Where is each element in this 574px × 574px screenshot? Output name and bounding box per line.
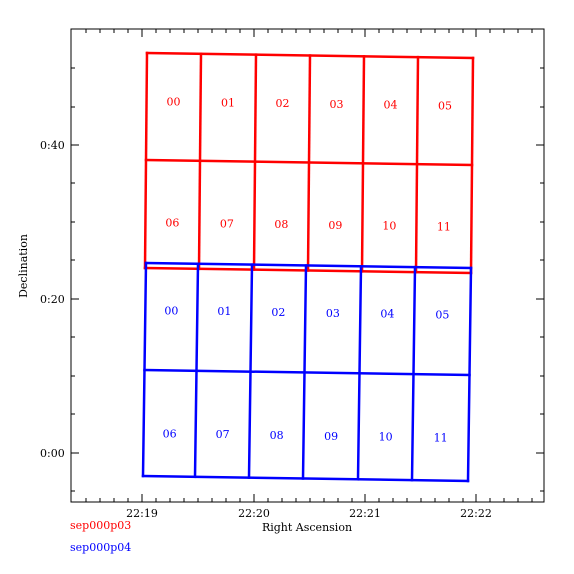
legend-entry-sep000p03: sep000p03 xyxy=(70,519,132,532)
y-tick-label: 0:00 xyxy=(40,447,65,460)
chip-label: 05 xyxy=(435,309,449,322)
chip-label: 01 xyxy=(217,305,231,318)
x-axis-label: Right Ascension xyxy=(262,521,352,534)
y-tick-label: 0:40 xyxy=(40,139,65,152)
chip-label: 00 xyxy=(167,95,181,108)
chip-label: 03 xyxy=(330,98,344,111)
chip-label: 02 xyxy=(276,97,290,110)
chip-edge xyxy=(141,474,470,483)
plot-frame xyxy=(70,28,545,503)
y-tick-label: 0:20 xyxy=(40,293,65,306)
chip-label: 07 xyxy=(220,217,234,230)
chip-edge xyxy=(143,51,149,270)
chip-edge xyxy=(466,266,473,483)
chip-label: 02 xyxy=(271,306,285,319)
chip-edge xyxy=(301,264,308,480)
chip-edge xyxy=(143,368,471,377)
chip-label: 06 xyxy=(165,216,179,229)
tick-marks xyxy=(71,29,544,502)
chip-label: 04 xyxy=(384,99,398,112)
chip-label: 04 xyxy=(380,308,394,321)
chip-edge xyxy=(356,265,363,481)
chip-edge xyxy=(410,265,417,482)
chip-label: 05 xyxy=(438,100,452,113)
chip-edge xyxy=(197,52,203,271)
footprint-grid-sep000p04: 00 01 02 03 04 05 06 07 08 09 10 11 xyxy=(141,261,473,483)
chip-edge xyxy=(193,262,200,479)
y-axis-label: Declination xyxy=(17,234,30,298)
chip-label: 10 xyxy=(379,431,393,444)
chip-label: 07 xyxy=(216,428,230,441)
chip-edge xyxy=(469,56,475,275)
chip-label: 01 xyxy=(221,96,235,109)
chip-edge xyxy=(360,55,366,273)
chip-edge xyxy=(414,55,420,274)
chip-edge xyxy=(252,53,258,271)
chip-label: 08 xyxy=(270,429,284,442)
chip-edge xyxy=(141,261,148,478)
chip-edge xyxy=(306,54,312,272)
chip-label: 03 xyxy=(326,307,340,320)
chip-label: 11 xyxy=(437,221,451,234)
x-tick-label: 22:21 xyxy=(349,507,381,520)
chip-label: 09 xyxy=(328,219,342,232)
chip-label: 10 xyxy=(382,220,396,233)
chip-label: 06 xyxy=(163,427,177,440)
chip-label: 00 xyxy=(164,304,178,317)
footprint-grid-sep000p03: 00 01 02 03 04 05 06 07 08 09 10 11 xyxy=(143,51,475,275)
chip-label: 11 xyxy=(434,432,448,445)
x-tick-label: 22:20 xyxy=(238,507,270,520)
chip-edge xyxy=(144,261,473,270)
chip-edge xyxy=(247,263,254,479)
legend-entry-sep000p04: sep000p04 xyxy=(70,541,132,554)
chip-label: 09 xyxy=(324,430,338,443)
x-tick-label: 22:19 xyxy=(126,507,158,520)
x-tick-label: 22:22 xyxy=(460,507,492,520)
chip-label: 08 xyxy=(274,218,288,231)
